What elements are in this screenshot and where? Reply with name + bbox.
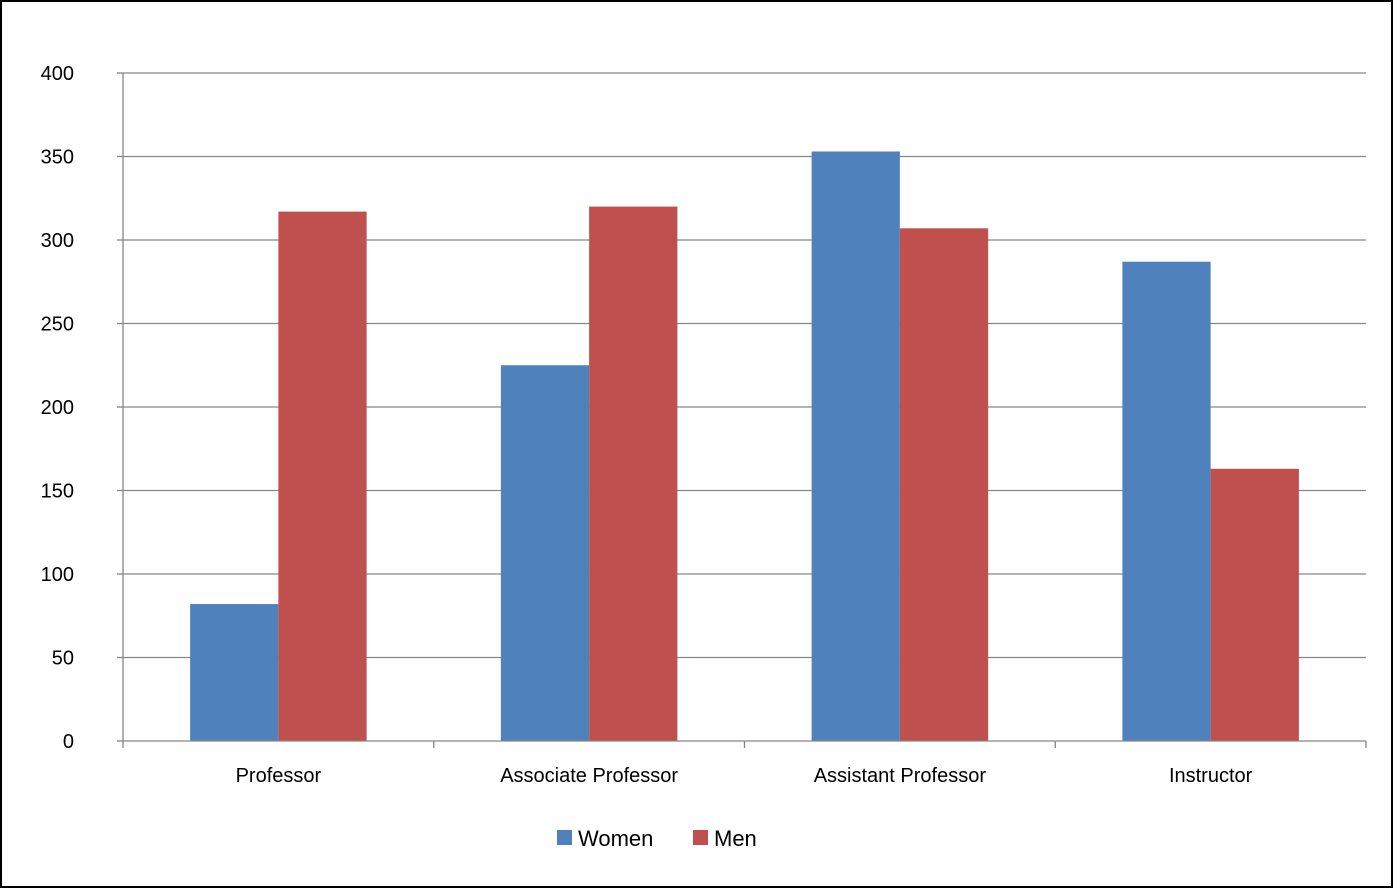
legend-swatch-women [557,830,572,845]
bar-men-2 [899,228,989,741]
y-tick-label: 350 [41,147,74,169]
category-label: Assistant Professor [814,765,987,787]
category-label: Associate Professor [500,765,678,787]
axes [117,72,1367,748]
category-label: Professor [236,765,322,787]
y-tick-label: 100 [41,564,74,586]
legend-label-women: Women [578,826,653,851]
bar-women-2 [811,151,900,742]
bar-women-3 [1122,261,1211,741]
legend: Women Men [557,826,757,851]
y-tick-label: 0 [63,731,74,753]
category-labels: Professor Associate Professor Assistant Pr… [236,765,1253,787]
y-tick-labels: 0 50 100 150 200 250 300 350 400 [41,63,74,753]
y-tick-label: 200 [41,397,74,419]
y-tick-label: 150 [41,481,74,503]
y-tick-label: 400 [41,63,74,85]
y-tick-label: 250 [41,314,74,336]
legend-label-men: Men [714,826,757,851]
bars [190,151,1299,742]
y-tick-label: 300 [41,230,74,252]
bar-men-1 [589,206,678,742]
bar-men-0 [278,211,367,742]
bar-women-0 [190,604,279,741]
legend-swatch-men [693,830,708,845]
y-tick-label: 50 [52,648,74,670]
category-label: Instructor [1169,765,1253,787]
bar-women-1 [500,365,590,741]
bar-men-3 [1210,468,1299,741]
